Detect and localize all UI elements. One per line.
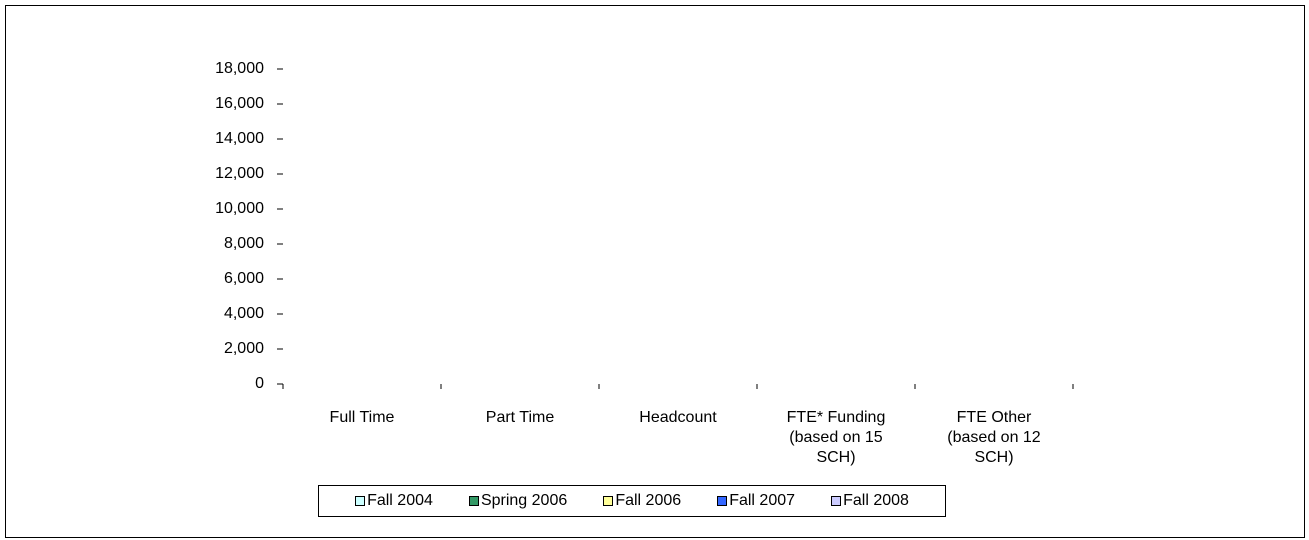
y-tick-label: 14,000 <box>215 130 264 147</box>
y-tick-label: 8,000 <box>224 235 264 252</box>
legend-swatch <box>468 496 479 506</box>
y-tick-label: 6,000 <box>224 270 264 287</box>
y-tick-label: 2,000 <box>224 340 264 357</box>
y-tick-label: 12,000 <box>215 165 264 182</box>
legend-item: Fall 2008 <box>831 492 909 510</box>
y-tick-label: 18,000 <box>215 60 264 77</box>
x-tick-label: FTE Other (based on 12 SCH) <box>947 409 1041 466</box>
y-tick-label: 10,000 <box>215 200 264 217</box>
y-tick-label: 16,000 <box>215 95 264 112</box>
legend-swatch <box>717 496 728 506</box>
x-tick-label: Part Time <box>485 409 555 426</box>
legend-label: Fall 2004 <box>367 492 433 509</box>
x-tick-label: Full Time <box>329 409 395 426</box>
legend-swatch <box>603 496 614 506</box>
legend-label: Fall 2007 <box>729 492 796 509</box>
legend-label: Fall 2008 <box>843 492 909 509</box>
legend-swatch <box>831 496 842 506</box>
x-tick-label: Headcount <box>639 409 717 426</box>
legend-item: Fall 2004 <box>355 492 433 510</box>
y-tick-label: 4,000 <box>224 305 264 322</box>
legend-label: Spring 2006 <box>480 492 568 509</box>
chart-frame <box>5 5 1305 538</box>
legend-label: Fall 2006 <box>615 492 682 509</box>
y-tick-label: 0 <box>255 375 264 392</box>
legend: Fall 2004 Spring 2006 Fall 2006 Fall 2007 Fa… <box>318 485 946 517</box>
x-tick-label: FTE* Funding (based on 15 SCH) <box>786 409 886 466</box>
legend-item: Fall 2006 <box>603 492 681 510</box>
legend-item: Spring 2006 <box>468 492 568 510</box>
legend-swatch <box>355 496 366 506</box>
legend-item: Fall 2007 <box>717 492 795 510</box>
